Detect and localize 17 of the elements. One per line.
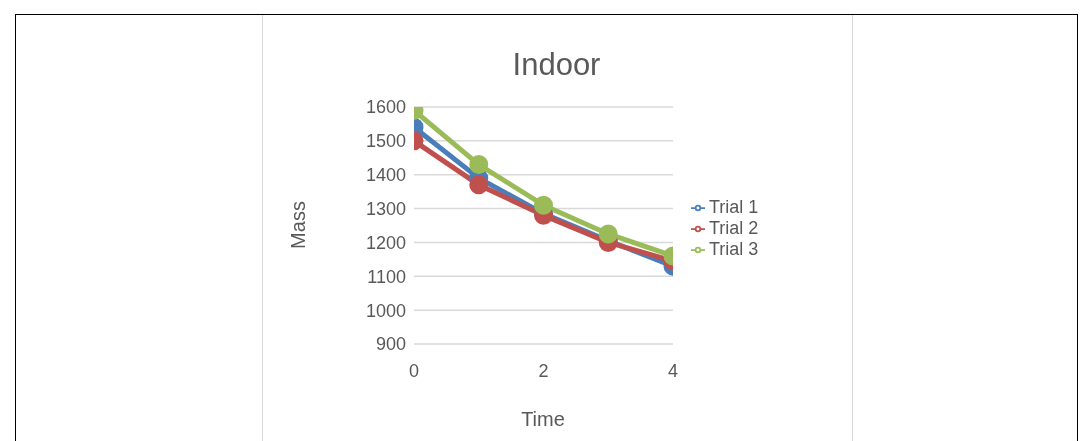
- y-tick-label: 1300: [365, 198, 406, 219]
- legend-label: Trial 1: [709, 197, 759, 217]
- x-tick-label: 0: [408, 360, 420, 381]
- x-axis-title: Time: [520, 408, 566, 431]
- y-tick-label: 1400: [365, 165, 406, 186]
- y-axis-title: Mass: [286, 201, 310, 249]
- y-tick-label: 1000: [365, 300, 406, 321]
- chart-title: Indoor: [511, 47, 602, 83]
- legend-label: Trial 3: [709, 239, 759, 259]
- y-tick-label: 1500: [365, 131, 406, 152]
- y-tick-label: 1600: [365, 97, 406, 118]
- y-tick-label: 900: [375, 334, 406, 355]
- y-tick-label: 1200: [365, 232, 406, 253]
- y-tick-label: 1100: [367, 266, 406, 287]
- x-tick-label: 2: [538, 360, 549, 381]
- x-tick-label: 4: [667, 360, 679, 381]
- legend-label: Trial 2: [709, 218, 759, 238]
